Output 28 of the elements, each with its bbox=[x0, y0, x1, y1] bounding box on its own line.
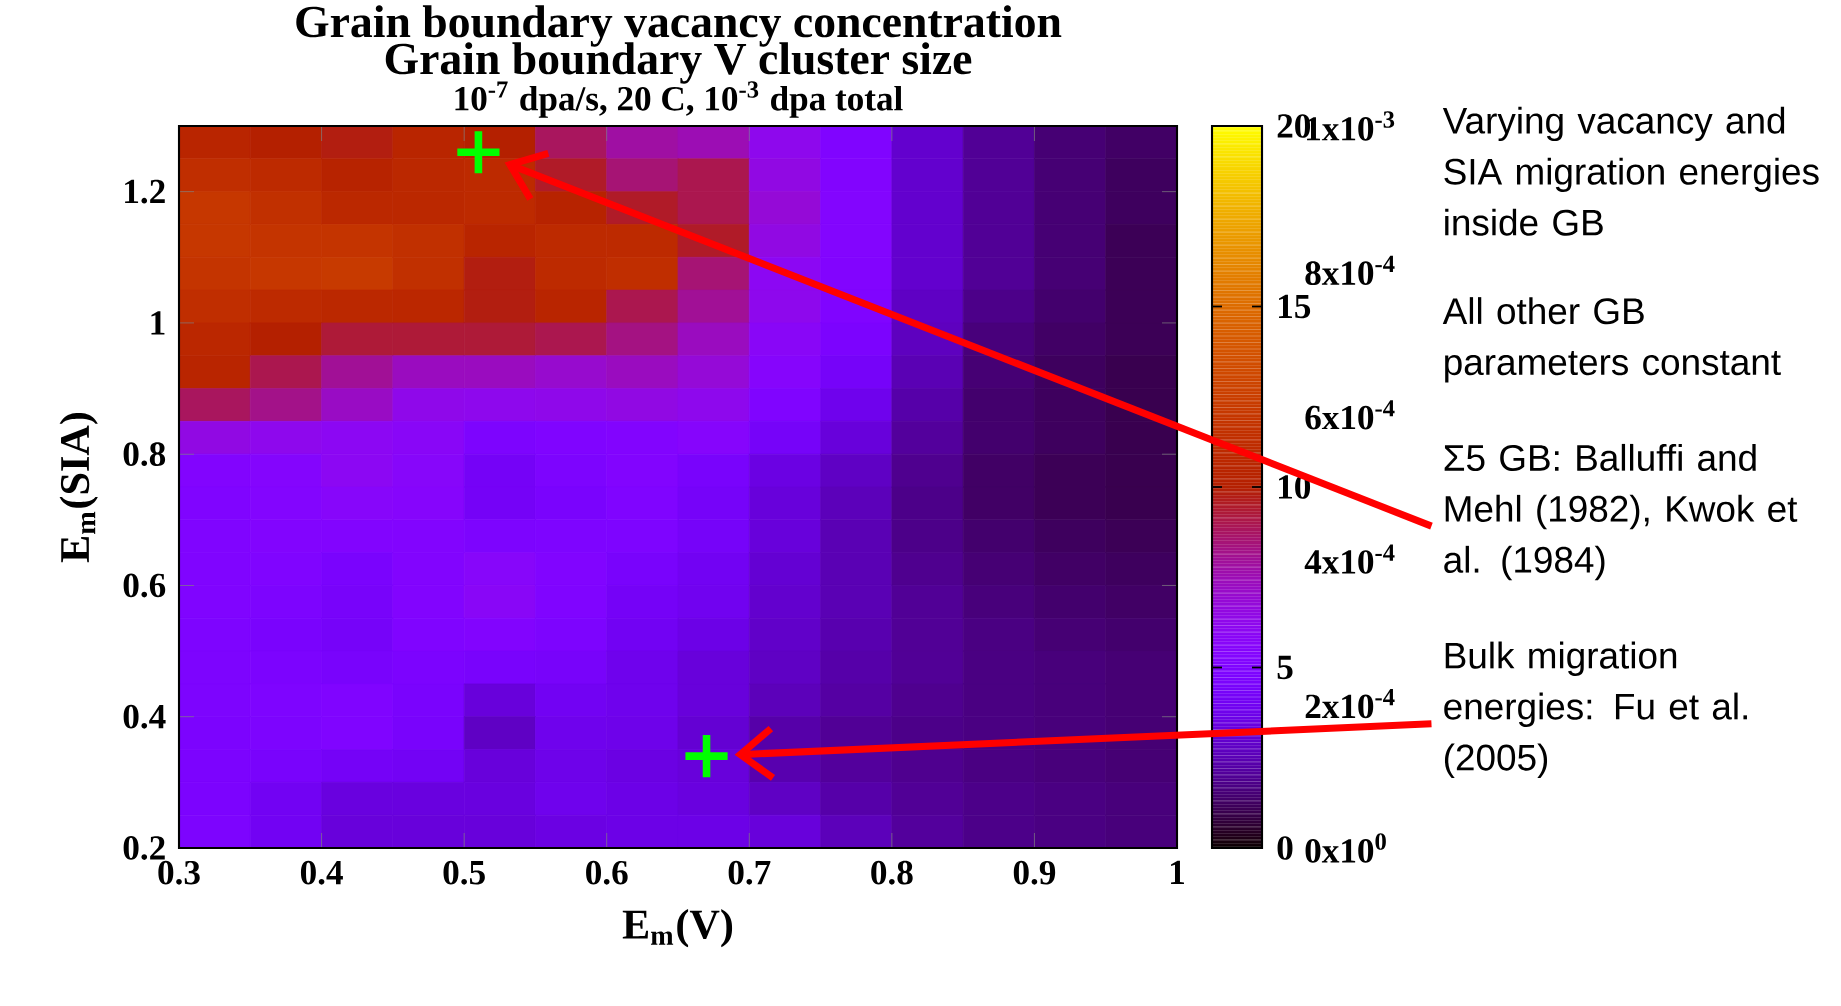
x-tick-label: 0.9 bbox=[1013, 860, 1056, 885]
y-tick-label: 0.2 bbox=[123, 836, 165, 860]
y-tick-label: 1.2 bbox=[125, 179, 165, 204]
x-axis-title: E$_{m}$(V) bbox=[622, 909, 733, 948]
text: 8x10$^{-4}$ bbox=[1305, 255, 1395, 286]
text: 6x10$^{-4}$ bbox=[1305, 400, 1395, 430]
text: 0x10$^{0}$ bbox=[1305, 833, 1386, 863]
text: 4x10$^{-4}$ bbox=[1304, 544, 1395, 574]
x-tick-label: 0.5 bbox=[443, 860, 485, 885]
text: All other GB parameters constant bbox=[1442, 297, 1781, 383]
text: Varying vacancy and SIA migration energies inside GB bbox=[1442, 106, 1819, 236]
x-tick-label: 0.8 bbox=[871, 860, 913, 885]
x-tick-label: 1 bbox=[1171, 860, 1184, 884]
x-tick-label: 0.6 bbox=[586, 860, 628, 885]
color-bar-label: 0 bbox=[1277, 836, 1293, 860]
x-tick-label: 0.3 bbox=[158, 860, 200, 885]
text: Bulk migration energies: Fu et al. (2005) bbox=[1444, 641, 1747, 778]
y-tick-label: 0.8 bbox=[123, 442, 166, 467]
text: 2x10$^{-4}$ bbox=[1305, 688, 1395, 719]
color-bar-label: 5 bbox=[1277, 655, 1293, 680]
text: Σ5 GB: Balluffi and Mehl (1982), Kwok et al. (1984) bbox=[1444, 443, 1798, 581]
y-tick-label: 0.6 bbox=[123, 573, 166, 598]
y-tick-label: 1 bbox=[151, 311, 165, 335]
y-axis-title: E$_{m}$(SIA) bbox=[59, 413, 98, 563]
x-tick-label: 0.4 bbox=[300, 860, 343, 885]
y-tick-label: 0.4 bbox=[123, 704, 166, 729]
x-tick-label: 0.7 bbox=[728, 860, 771, 885]
color-bar-label: 15 bbox=[1279, 294, 1311, 319]
